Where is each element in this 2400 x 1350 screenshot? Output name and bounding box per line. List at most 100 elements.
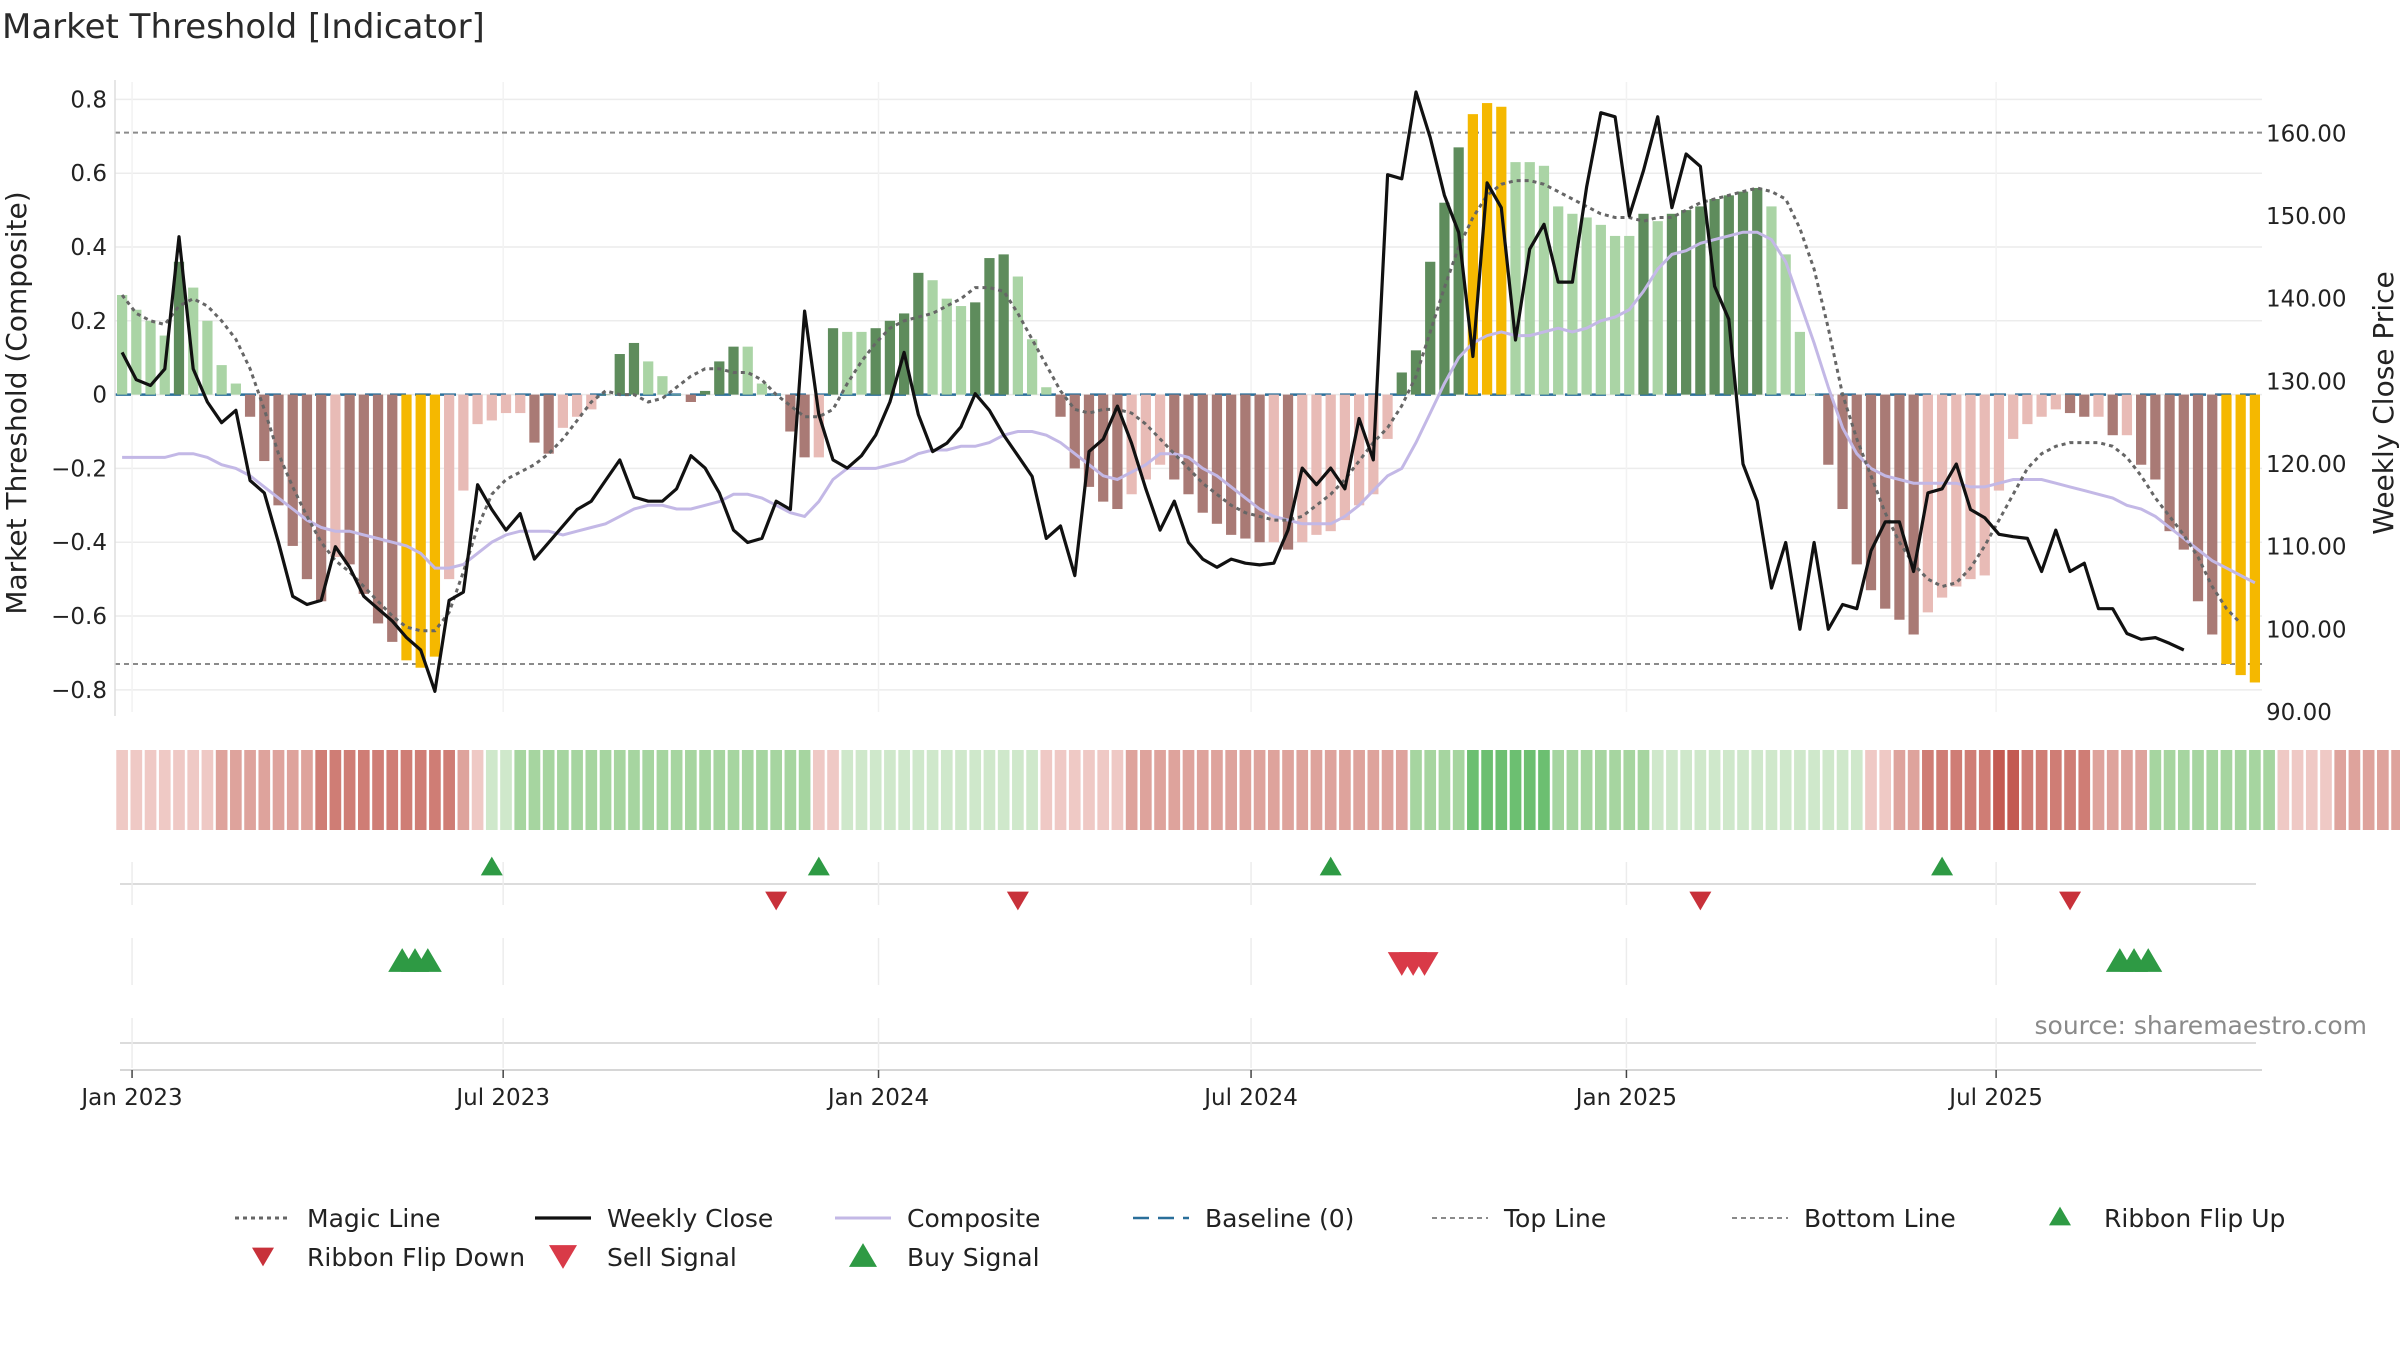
composite-bar	[1311, 394, 1322, 535]
ribbon-segment	[1708, 750, 1721, 830]
composite-bar	[372, 394, 384, 624]
composite-bar	[571, 394, 583, 417]
ribbon-segment	[1310, 750, 1323, 830]
composite-bar	[316, 394, 327, 602]
ribbon-segment	[940, 750, 953, 830]
composite-bar	[287, 394, 298, 546]
ribbon-segment	[1182, 750, 1195, 830]
composite-bar	[145, 320, 156, 395]
composite-bar	[1695, 206, 1706, 395]
x-tick-label: Jan 2024	[826, 1085, 929, 1111]
ribbon-segment	[1282, 750, 1294, 830]
y-right-tick-label: 160.00	[2266, 121, 2346, 147]
composite-bar	[1098, 394, 1109, 502]
legend-label: Weekly Close	[607, 1204, 773, 1233]
composite-bar	[2249, 394, 2261, 683]
legend-item: Bottom Line	[1732, 1204, 1956, 1233]
ribbon-segment	[1538, 750, 1550, 830]
ribbon-segment	[116, 750, 128, 830]
ribbon-segment	[1694, 750, 1707, 830]
legend-swatch	[549, 1245, 577, 1269]
composite-bar	[955, 306, 967, 395]
ribbon-segment	[884, 750, 896, 830]
ribbon-segment	[855, 750, 868, 830]
ribbon-segment	[2291, 750, 2304, 830]
ribbon-segment	[2320, 750, 2332, 830]
ribbon-segment	[1026, 750, 1038, 830]
ribbon-segment	[1566, 750, 1579, 830]
ribbon-segment	[1680, 750, 1692, 830]
composite-bar	[2136, 394, 2147, 465]
ribbon-segment	[841, 750, 854, 830]
ribbon-segment	[741, 750, 754, 830]
composite-bar	[216, 365, 227, 395]
ribbon-segment	[699, 750, 711, 830]
ribbon-segment	[1865, 750, 1877, 830]
composite-bar	[2008, 394, 2019, 439]
ribbon-segment	[1481, 750, 1493, 830]
ribbon-segment	[301, 750, 313, 830]
composite-bar	[173, 261, 185, 395]
composite-bar	[2207, 394, 2218, 635]
composite-bar	[486, 394, 497, 421]
ribbon-segment	[1978, 750, 1991, 830]
ribbon-segment	[2334, 750, 2347, 830]
composite-bar	[1083, 394, 1095, 487]
composite-bar	[1439, 202, 1450, 395]
composite-bar	[244, 394, 256, 417]
composite-bar	[131, 309, 142, 395]
trend-ribbon	[116, 750, 2400, 830]
composite-bar	[259, 394, 270, 462]
ribbon-segment	[812, 750, 825, 830]
legend-label: Baseline (0)	[1205, 1204, 1354, 1233]
ribbon-segment	[557, 750, 569, 830]
composite-bar	[842, 331, 853, 395]
ribbon-segment	[1509, 750, 1522, 830]
ribbon-flip-down-marker	[2059, 891, 2082, 911]
ribbon-segment	[997, 750, 1010, 830]
ribbon-segment	[898, 750, 910, 830]
y-tick-label: 0.2	[70, 309, 107, 335]
composite-bar	[1339, 394, 1351, 521]
composite-line	[122, 230, 2256, 585]
ribbon-segment	[1595, 750, 1607, 830]
composite-bar	[1723, 195, 1734, 395]
ribbon-segment	[2121, 750, 2133, 830]
composite-bar	[330, 394, 341, 557]
buy-signal-marker	[2134, 948, 2163, 972]
composite-bar	[387, 394, 398, 642]
ribbon-segment	[2064, 750, 2076, 830]
ribbon-segment	[1779, 750, 1792, 830]
ribbon-segment	[1452, 750, 1465, 830]
composite-bar	[557, 394, 569, 428]
ribbon-segment	[2135, 750, 2147, 830]
series-lines	[120, 90, 2256, 693]
axes: 0.8 0.6 0.4 0.2 0 −0.2 −0.4 −0.6 −0.8 160.00 150.0…	[51, 80, 2346, 726]
composite-bar	[1268, 394, 1279, 543]
ribbon-segment	[1438, 750, 1451, 830]
composite-bar	[1766, 206, 1777, 395]
legend-item: Baseline (0)	[1133, 1204, 1354, 1233]
composite-bar	[444, 394, 455, 580]
composite-bar	[2064, 394, 2076, 414]
ribbon-segment	[1495, 750, 1508, 830]
composite-bar	[1737, 191, 1749, 395]
composite-bar	[2192, 394, 2204, 602]
ribbon-segment	[1168, 750, 1181, 830]
composite-bar	[1808, 394, 1820, 396]
composite-bar	[1354, 394, 1365, 506]
ribbon-segment	[2391, 750, 2400, 830]
ribbon-segment	[215, 750, 228, 830]
ribbon-segment	[315, 750, 327, 830]
composite-bar	[643, 361, 654, 395]
ribbon-segment	[1353, 750, 1365, 830]
ribbon-segment	[1054, 750, 1067, 830]
ribbon-segment	[869, 750, 882, 830]
composite-bar	[273, 394, 284, 506]
composite-bar	[515, 394, 526, 414]
composite-bar	[1012, 276, 1023, 395]
ribbon-segment	[2305, 750, 2318, 830]
ribbon-segment	[471, 750, 484, 830]
ribbon-segment	[173, 750, 185, 830]
composite-bar	[799, 394, 810, 458]
